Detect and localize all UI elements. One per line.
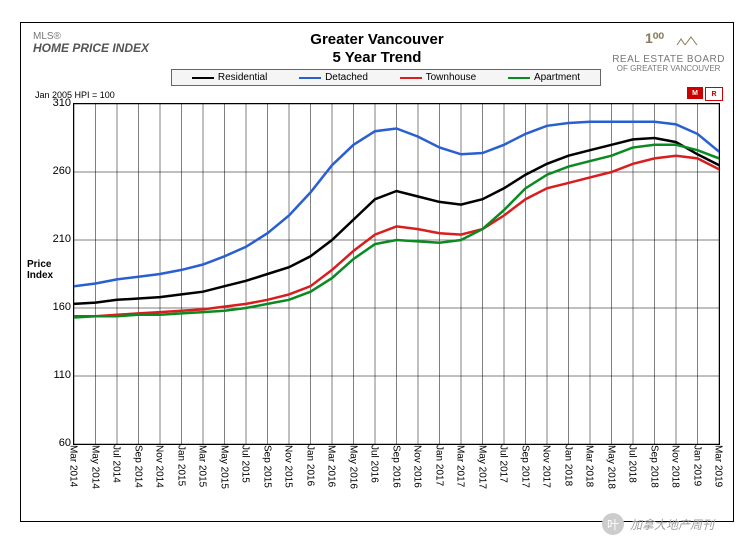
chart-frame: MLS® HOME PRICE INDEX Greater Vancouver …: [20, 22, 734, 522]
x-tick: Jul 2014: [111, 445, 122, 483]
x-axis-ticks: Mar 2014May 2014Jul 2014Sep 2014Nov 2014…: [73, 445, 718, 515]
x-tick: May 2015: [218, 445, 229, 489]
x-tick: Jan 2016: [304, 445, 315, 486]
legend-item-detached: Detached: [299, 72, 368, 83]
legend-swatch: [299, 77, 321, 79]
legend-label: Apartment: [534, 72, 580, 83]
x-tick: Nov 2014: [154, 445, 165, 488]
svg-text:1⁰⁰: 1⁰⁰: [645, 30, 664, 46]
watermark: 叶 加拿大地产周刊: [602, 513, 714, 535]
x-tick: Mar 2018: [584, 445, 595, 487]
x-tick: Nov 2018: [670, 445, 681, 488]
y-axis-ticks: 60110160210260310: [49, 103, 71, 443]
x-tick: May 2016: [347, 445, 358, 489]
x-tick: Nov 2015: [283, 445, 294, 488]
x-tick: Sep 2014: [132, 445, 143, 488]
mls-badge: M: [687, 87, 703, 99]
x-tick: May 2014: [89, 445, 100, 489]
x-tick: Nov 2017: [541, 445, 552, 488]
realtor-badge: R: [705, 87, 723, 101]
x-tick: Sep 2017: [519, 445, 530, 488]
y-tick: 310: [49, 97, 71, 109]
legend-item-apartment: Apartment: [508, 72, 580, 83]
x-tick: Jul 2017: [498, 445, 509, 483]
reb-icon: 1⁰⁰: [639, 27, 699, 51]
grid: [74, 104, 719, 444]
legend: Residential Detached Townhouse Apartment: [171, 69, 601, 86]
x-tick: May 2017: [476, 445, 487, 489]
y-tick: 210: [49, 233, 71, 245]
x-tick: Jan 2017: [433, 445, 444, 486]
legend-label: Detached: [325, 72, 368, 83]
x-tick: Sep 2018: [648, 445, 659, 488]
x-tick: Jul 2016: [369, 445, 380, 483]
y-tick: 110: [49, 369, 71, 381]
reb-sub: OF GREATER VANCOUVER: [612, 65, 725, 74]
plot-area: [73, 103, 720, 445]
legend-swatch: [508, 77, 530, 79]
watermark-text: 加拿大地产周刊: [630, 516, 714, 533]
chart-header: MLS® HOME PRICE INDEX Greater Vancouver …: [21, 23, 733, 85]
y-tick: 260: [49, 165, 71, 177]
reb-logo: 1⁰⁰ REAL ESTATE BOARD OF GREATER VANCOUV…: [612, 27, 725, 74]
legend-swatch: [400, 77, 422, 79]
x-tick: Mar 2017: [455, 445, 466, 487]
x-tick: Mar 2014: [68, 445, 79, 487]
x-tick: Jan 2018: [562, 445, 573, 486]
legend-label: Residential: [218, 72, 267, 83]
baseline-note: Jan 2005 HPI = 100: [35, 90, 115, 100]
x-tick: Mar 2015: [197, 445, 208, 487]
x-tick: Jul 2015: [240, 445, 251, 483]
x-tick: Sep 2016: [390, 445, 401, 488]
y-tick: 160: [49, 301, 71, 313]
legend-item-townhouse: Townhouse: [400, 72, 477, 83]
x-tick: Jul 2018: [627, 445, 638, 483]
chart-svg: [74, 104, 719, 444]
x-tick: Nov 2016: [412, 445, 423, 488]
x-tick: Mar 2019: [713, 445, 724, 487]
legend-item-residential: Residential: [192, 72, 267, 83]
x-tick: May 2018: [605, 445, 616, 489]
x-tick: Jan 2019: [691, 445, 702, 486]
legend-swatch: [192, 77, 214, 79]
legend-label: Townhouse: [426, 72, 477, 83]
badge-group: M R: [687, 87, 723, 101]
x-tick: Sep 2015: [261, 445, 272, 488]
watermark-icon: 叶: [602, 513, 624, 535]
x-tick: Mar 2016: [326, 445, 337, 487]
x-tick: Jan 2015: [175, 445, 186, 486]
